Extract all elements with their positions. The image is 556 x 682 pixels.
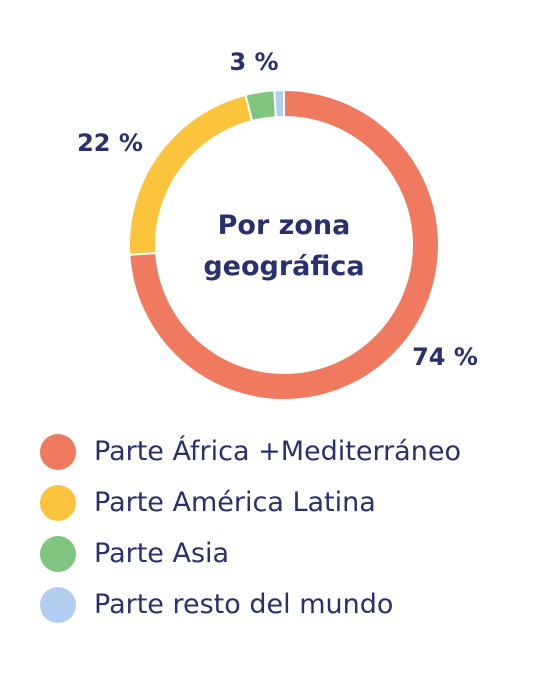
donut-slice-asia bbox=[244, 89, 278, 123]
legend-item-resto-del-mundo: Parte resto del mundo bbox=[40, 579, 461, 630]
legend-label: Parte Asia bbox=[94, 538, 230, 569]
chart-title-line-2: geográfica bbox=[203, 251, 364, 282]
donut-slice-resto-del-mundo bbox=[273, 88, 285, 119]
legend-item-africa-mediterraneo: Parte África +Mediterráneo bbox=[40, 426, 461, 477]
legend-item-asia: Parte Asia bbox=[40, 528, 461, 579]
donut-slice-africa-mediterraneo bbox=[128, 88, 440, 401]
percentage-labels: 74 % 22 % 3 % bbox=[77, 48, 478, 371]
legend-label: Parte resto del mundo bbox=[94, 589, 394, 620]
legend-swatch bbox=[40, 484, 76, 521]
legend-label: Parte América Latina bbox=[94, 487, 376, 518]
percentage-label-africa-mediterraneo: 74 % bbox=[412, 343, 478, 371]
legend-swatch bbox=[40, 586, 76, 623]
legend-label: Parte África +Mediterráneo bbox=[94, 436, 461, 467]
legend: Parte África +Mediterráneo Parte América… bbox=[40, 426, 461, 630]
donut-slices bbox=[128, 88, 440, 401]
legend-swatch bbox=[40, 433, 76, 470]
legend-item-america-latina: Parte América Latina bbox=[40, 477, 461, 528]
chart-title-line-1: Por zona bbox=[218, 210, 351, 241]
percentage-label-america-latina: 22 % bbox=[77, 129, 143, 157]
percentage-label-asia: 3 % bbox=[229, 48, 278, 76]
legend-swatch bbox=[40, 535, 76, 572]
donut-chart: 74 % 22 % 3 % Por zona geográfica bbox=[77, 48, 478, 401]
